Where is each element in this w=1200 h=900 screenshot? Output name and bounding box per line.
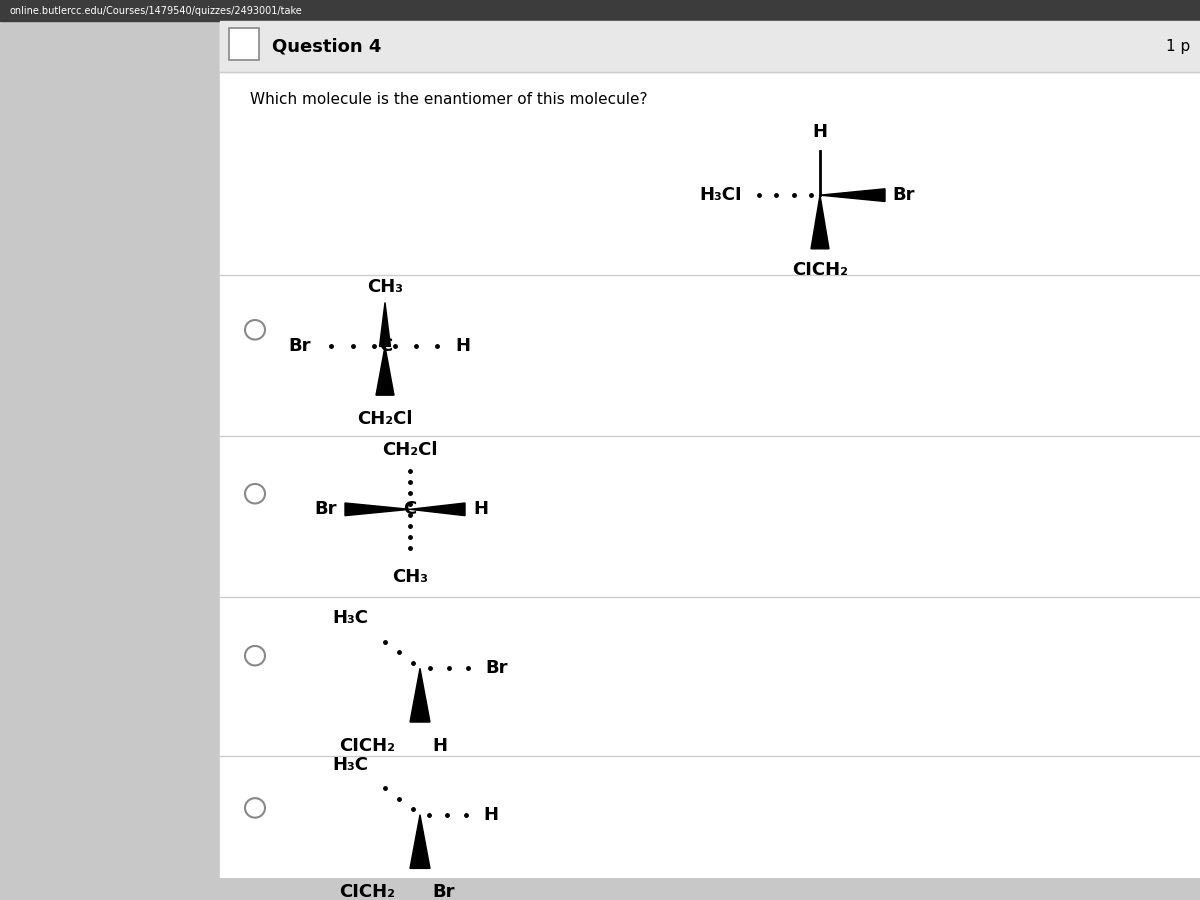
Polygon shape — [410, 669, 430, 722]
Circle shape — [245, 484, 265, 503]
Text: Question 4: Question 4 — [272, 37, 382, 55]
Text: H: H — [455, 338, 470, 356]
Circle shape — [245, 798, 265, 818]
Text: online.butlercc.edu/Courses/1479540/quizzes/2493001/take: online.butlercc.edu/Courses/1479540/quiz… — [10, 5, 302, 15]
Text: CH₃: CH₃ — [392, 568, 428, 586]
Bar — [0, 0, 1200, 22]
Text: H₃C: H₃C — [332, 756, 368, 774]
Polygon shape — [410, 503, 464, 516]
Text: CICH₂: CICH₂ — [340, 737, 395, 755]
Text: H: H — [812, 123, 828, 141]
Circle shape — [245, 646, 265, 665]
Polygon shape — [376, 346, 394, 395]
Polygon shape — [811, 195, 829, 248]
Text: Br: Br — [485, 660, 508, 678]
FancyBboxPatch shape — [229, 28, 259, 59]
Bar — [220, 22, 1200, 878]
Text: Br: Br — [314, 500, 337, 518]
Text: Br: Br — [892, 186, 914, 204]
Text: H: H — [473, 500, 488, 518]
Text: Br: Br — [432, 883, 455, 900]
Text: H: H — [432, 737, 446, 755]
Polygon shape — [820, 189, 886, 202]
Text: H₃CI: H₃CI — [700, 186, 742, 204]
Text: H₃C: H₃C — [332, 609, 368, 627]
Text: CH₂Cl: CH₂Cl — [358, 410, 413, 427]
Text: CICH₂: CICH₂ — [340, 883, 395, 900]
Text: Which molecule is the enantiomer of this molecule?: Which molecule is the enantiomer of this… — [250, 92, 648, 107]
Text: H: H — [482, 806, 498, 824]
Text: CH₂Cl: CH₂Cl — [383, 441, 438, 459]
Polygon shape — [379, 302, 390, 346]
Text: CH₃: CH₃ — [367, 277, 403, 295]
Polygon shape — [410, 814, 430, 868]
Text: Br: Br — [288, 338, 311, 356]
Text: CICH₂: CICH₂ — [792, 262, 848, 280]
Bar — [220, 22, 1200, 72]
Polygon shape — [346, 503, 410, 516]
Text: C: C — [403, 500, 416, 518]
Text: 1 p: 1 p — [1165, 39, 1190, 54]
Circle shape — [245, 320, 265, 339]
Text: C: C — [379, 338, 392, 356]
